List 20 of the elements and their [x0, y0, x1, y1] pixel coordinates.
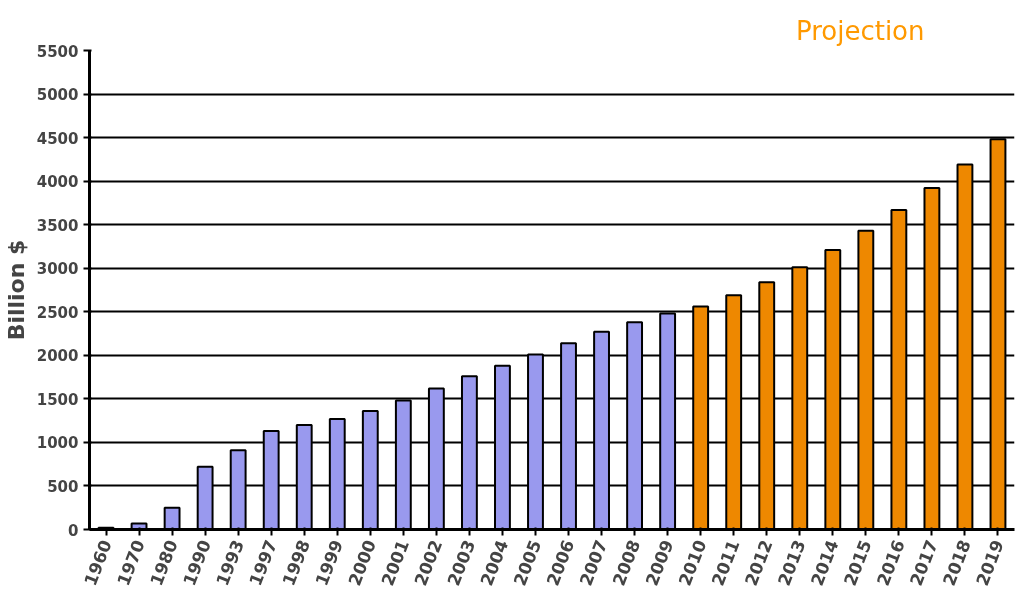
y-tick-label: 2500 [36, 303, 79, 322]
y-tick-label: 3500 [36, 216, 79, 235]
x-tick-label: 1990 [179, 536, 215, 589]
y-tick-label: 0 [68, 521, 79, 540]
y-tick-label: 5000 [36, 86, 79, 105]
y-tick-label: 4000 [36, 173, 79, 192]
y-axis-title: Billion $ [3, 239, 29, 341]
y-tick-label: 1500 [36, 390, 79, 409]
x-tick-label: 1993 [212, 537, 248, 589]
x-tick-label: 1970 [113, 536, 149, 589]
x-tick-label: 1960 [80, 536, 116, 589]
y-tick-label: 3000 [36, 260, 79, 279]
x-tick-label: 1997 [245, 537, 281, 589]
y-tick-label: 2000 [36, 347, 79, 366]
y-tick-label: 1000 [36, 434, 79, 453]
y-tick-label: 5500 [36, 42, 79, 61]
text: Projection [795, 15, 925, 46]
y-tick-label: 500 [47, 477, 79, 496]
y-tick-label: 4500 [36, 129, 79, 148]
x-tick-label: 1980 [146, 536, 182, 589]
